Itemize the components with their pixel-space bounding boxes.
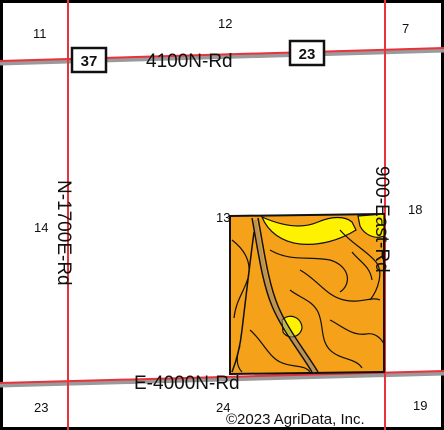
section-number-sw: 23 xyxy=(34,400,48,415)
soil-unit-yellow-3 xyxy=(281,315,303,338)
route-shield-west-label: 37 xyxy=(81,53,98,70)
drainage-channel xyxy=(231,217,319,373)
road-label-south: E-4000N-Rd xyxy=(134,373,240,394)
section-number-field: 13 xyxy=(216,210,230,225)
section-number-w: 14 xyxy=(34,220,48,235)
road-label-east: 900-East-Rd xyxy=(371,166,392,273)
road-label-west: N-1700E-Rd xyxy=(53,180,74,286)
section-number-e: 18 xyxy=(408,202,422,217)
section-number-nw: 11 xyxy=(33,26,47,41)
section-number-ne: 7 xyxy=(402,21,409,36)
field-soil-polygon[interactable] xyxy=(229,212,385,376)
soil-unit-yellow-1 xyxy=(260,215,357,245)
section-number-n: 12 xyxy=(218,16,232,31)
section-number-s: 24 xyxy=(216,400,230,415)
soil-unit-orange xyxy=(229,212,385,376)
soil-unit-yellow-2 xyxy=(357,213,385,238)
route-shield-east-label: 23 xyxy=(299,46,316,63)
section-number-se: 19 xyxy=(413,398,427,413)
road-label-north: 4100N-Rd xyxy=(146,51,233,72)
route-shield-east: 23 xyxy=(288,39,326,67)
copyright-text: ©2023 AgriData, Inc. xyxy=(226,411,365,428)
route-shield-west: 37 xyxy=(70,46,108,74)
